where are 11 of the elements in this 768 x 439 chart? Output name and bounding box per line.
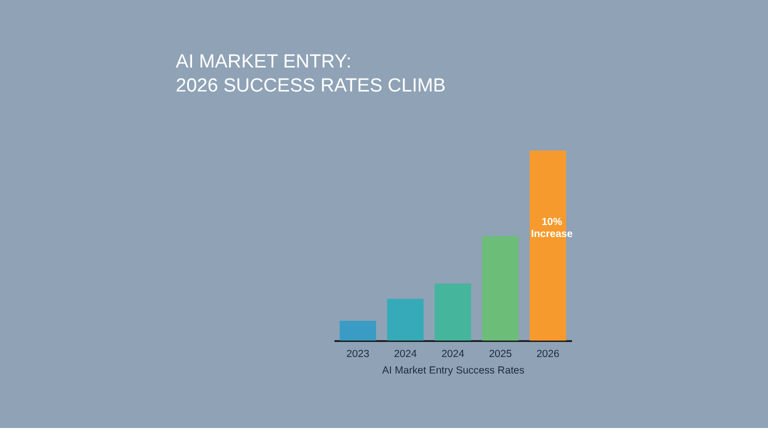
bar: [434, 284, 472, 341]
chart-title: AI MARKET ENTRY: 2026 SUCCESS RATES CLIMB: [176, 52, 446, 96]
x-tick-label: 2023: [346, 348, 370, 360]
x-tick-label: 2026: [536, 348, 560, 360]
bar: [340, 320, 376, 341]
bar: [387, 298, 424, 341]
x-tick-label: 2025: [488, 348, 512, 360]
x-tick-label: 2024: [441, 348, 465, 360]
x-axis-title: AI Market Entry Success Rates: [382, 366, 524, 377]
x-tick-label: 2024: [394, 348, 418, 360]
bar: [482, 236, 519, 341]
